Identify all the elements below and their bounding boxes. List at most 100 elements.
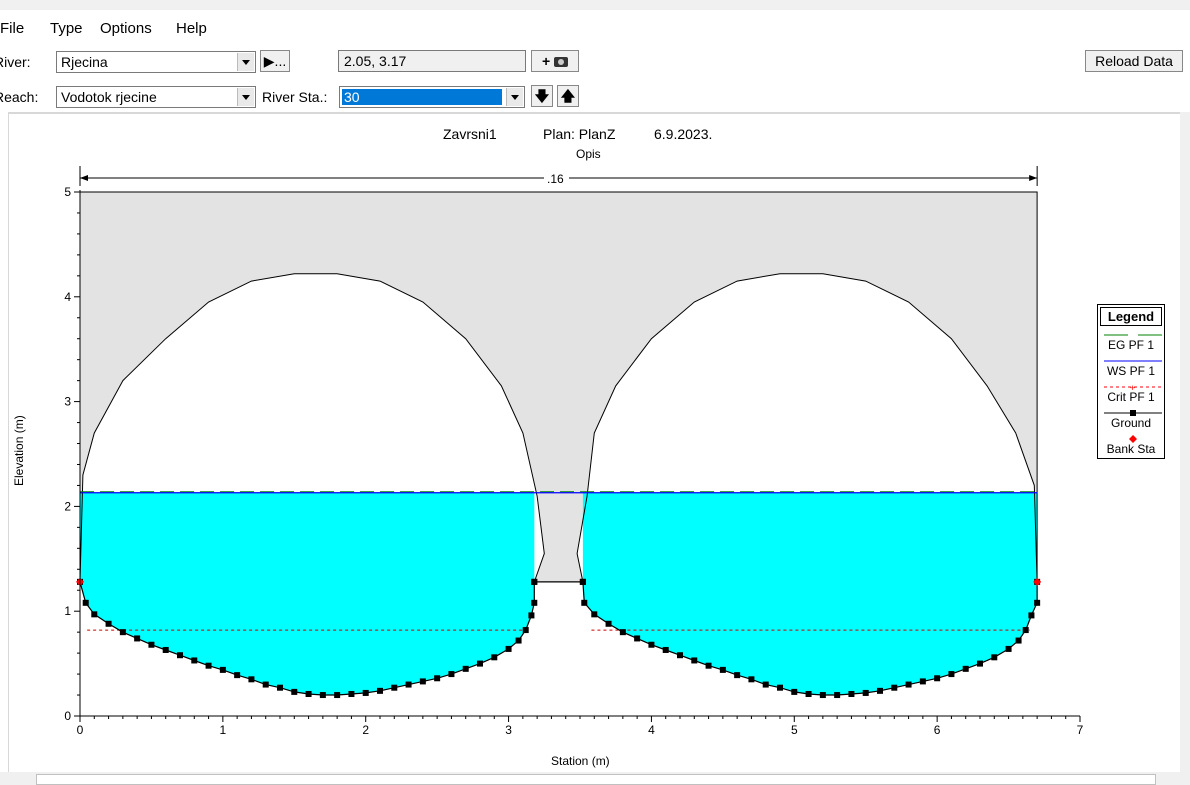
plot-title: Zavrsni1 — [443, 126, 497, 142]
cross-section-chart: 0 1 2 3 4 5 6 7 0 1 2 3 4 5 Zavrsni1 Plan: PlanZ 6.9.… — [12, 126, 1084, 768]
down-arrow-button[interactable]: 🡇 — [531, 85, 553, 107]
x-tick-label: 6 — [934, 723, 941, 737]
chevron-down-icon[interactable] — [237, 88, 254, 106]
dimension-arrow-left — [80, 175, 88, 181]
river-label: River: — [0, 54, 31, 70]
ground-point — [291, 688, 298, 695]
ground-point — [515, 637, 522, 644]
ground-point — [948, 671, 955, 678]
x-tick-label: 4 — [648, 723, 655, 737]
reload-data-button[interactable]: Reload Data — [1085, 50, 1183, 72]
y-tick-label: 5 — [64, 185, 71, 199]
ground-point — [579, 578, 586, 585]
x-tick-label: 1 — [220, 723, 227, 737]
ground-point — [1028, 612, 1035, 619]
plot-area: 0 1 2 3 4 5 6 7 0 1 2 3 4 5 Zavrsni1 Plan: PlanZ 6.9.… — [8, 112, 1180, 772]
chevron-down-icon[interactable] — [506, 88, 523, 106]
ground-point — [648, 641, 655, 648]
ground-point — [677, 652, 683, 659]
camera-icon — [554, 57, 569, 68]
horizontal-scroll-thumb[interactable] — [36, 774, 1156, 785]
menu-help[interactable]: Help — [176, 20, 207, 37]
y-tick-label: 1 — [64, 604, 71, 618]
ground-point — [348, 690, 355, 697]
ground-point — [977, 660, 983, 667]
ground-point — [522, 627, 529, 634]
ground-point — [762, 681, 769, 688]
ground-point — [419, 678, 426, 685]
ground-point — [477, 660, 483, 667]
menu-file[interactable]: File — [0, 20, 25, 37]
up-arrow-button[interactable]: 🡅 — [557, 85, 579, 107]
ground-point — [377, 687, 383, 694]
dimension-arrow-right — [1029, 175, 1038, 181]
add-camera-button[interactable]: + — [531, 50, 579, 72]
chevron-down-icon[interactable] — [237, 53, 254, 71]
legend-item-ws: WS PF 1 — [1104, 360, 1162, 378]
ground-point — [148, 641, 155, 648]
ground-point — [191, 657, 198, 664]
ground-point — [877, 687, 883, 694]
ground-point — [891, 684, 898, 691]
ground-point — [605, 620, 612, 627]
ground-point — [791, 688, 798, 695]
x-tick-label: 5 — [791, 723, 798, 737]
ground-point — [531, 599, 538, 606]
ground-point — [319, 692, 326, 699]
coordinates-readout: 2.05, 3.17 — [338, 50, 526, 72]
ground-point — [505, 645, 512, 652]
river-station-value: 30 — [344, 89, 360, 105]
ground-point — [177, 652, 183, 659]
vertical-scrollbar[interactable] — [1180, 112, 1190, 772]
ground-point — [531, 578, 538, 585]
bank-station-marker — [1033, 577, 1042, 586]
ground-point — [905, 681, 912, 688]
plot-date: 6.9.2023. — [654, 126, 712, 142]
y-axis-label: Elevation (m) — [12, 415, 26, 486]
ground-point — [405, 681, 412, 688]
play-button[interactable]: ▶... — [260, 50, 290, 72]
ground-point — [305, 690, 312, 697]
menu-bar: File Type Options Help — [0, 14, 1190, 42]
river-select-value: Rjecina — [61, 54, 108, 70]
river-station-select[interactable]: 30 — [339, 86, 525, 108]
x-tick-label: 7 — [1077, 723, 1084, 737]
plus-icon: + — [541, 53, 551, 69]
ground-point — [962, 665, 969, 672]
toolbar: River: Rjecina Reach: Vodotok rjecine ▶.… — [0, 42, 1190, 112]
top-dimension-label: .16 — [547, 172, 564, 186]
left-culvert-roof-line — [79, 273, 545, 583]
legend-item-eg: EG PF 1 — [1104, 334, 1162, 352]
ground-point — [119, 629, 126, 636]
selection-highlight — [342, 89, 502, 105]
menu-type[interactable]: Type — [50, 20, 83, 37]
river-select[interactable]: Rjecina — [56, 51, 256, 73]
reach-select[interactable]: Vodotok rjecine — [56, 86, 256, 108]
ground-point — [634, 635, 641, 642]
ground-point — [82, 599, 89, 606]
y-tick-label: 4 — [64, 290, 71, 304]
menu-options[interactable]: Options — [100, 20, 152, 37]
ground-point — [991, 654, 998, 661]
arrow-down-icon: 🡇 — [534, 88, 550, 104]
ground-point — [91, 611, 98, 618]
ground-point — [391, 684, 398, 691]
legend: Legend EG PF 1 WS PF 1 + Crit PF 1 Groun… — [1097, 304, 1165, 459]
legend-item-ground: Ground — [1098, 406, 1164, 432]
ground-point — [1022, 627, 1029, 634]
ground-point — [662, 646, 669, 653]
y-tick-label: 3 — [64, 395, 71, 409]
horizontal-scrollbar[interactable] — [0, 772, 1190, 785]
ground-point — [219, 666, 226, 673]
ground-point — [462, 665, 469, 672]
reach-select-value: Vodotok rjecine — [61, 89, 157, 105]
x-tick-label: 0 — [77, 723, 84, 737]
ground-point — [134, 635, 141, 642]
ground-point — [591, 611, 598, 618]
ground-point — [1005, 645, 1012, 652]
x-axis-label: Station (m) — [551, 754, 610, 768]
plot-subtitle: Opis — [576, 147, 601, 161]
legend-title: Legend — [1100, 307, 1162, 326]
ground-point — [491, 654, 498, 661]
ground-point — [581, 599, 588, 606]
